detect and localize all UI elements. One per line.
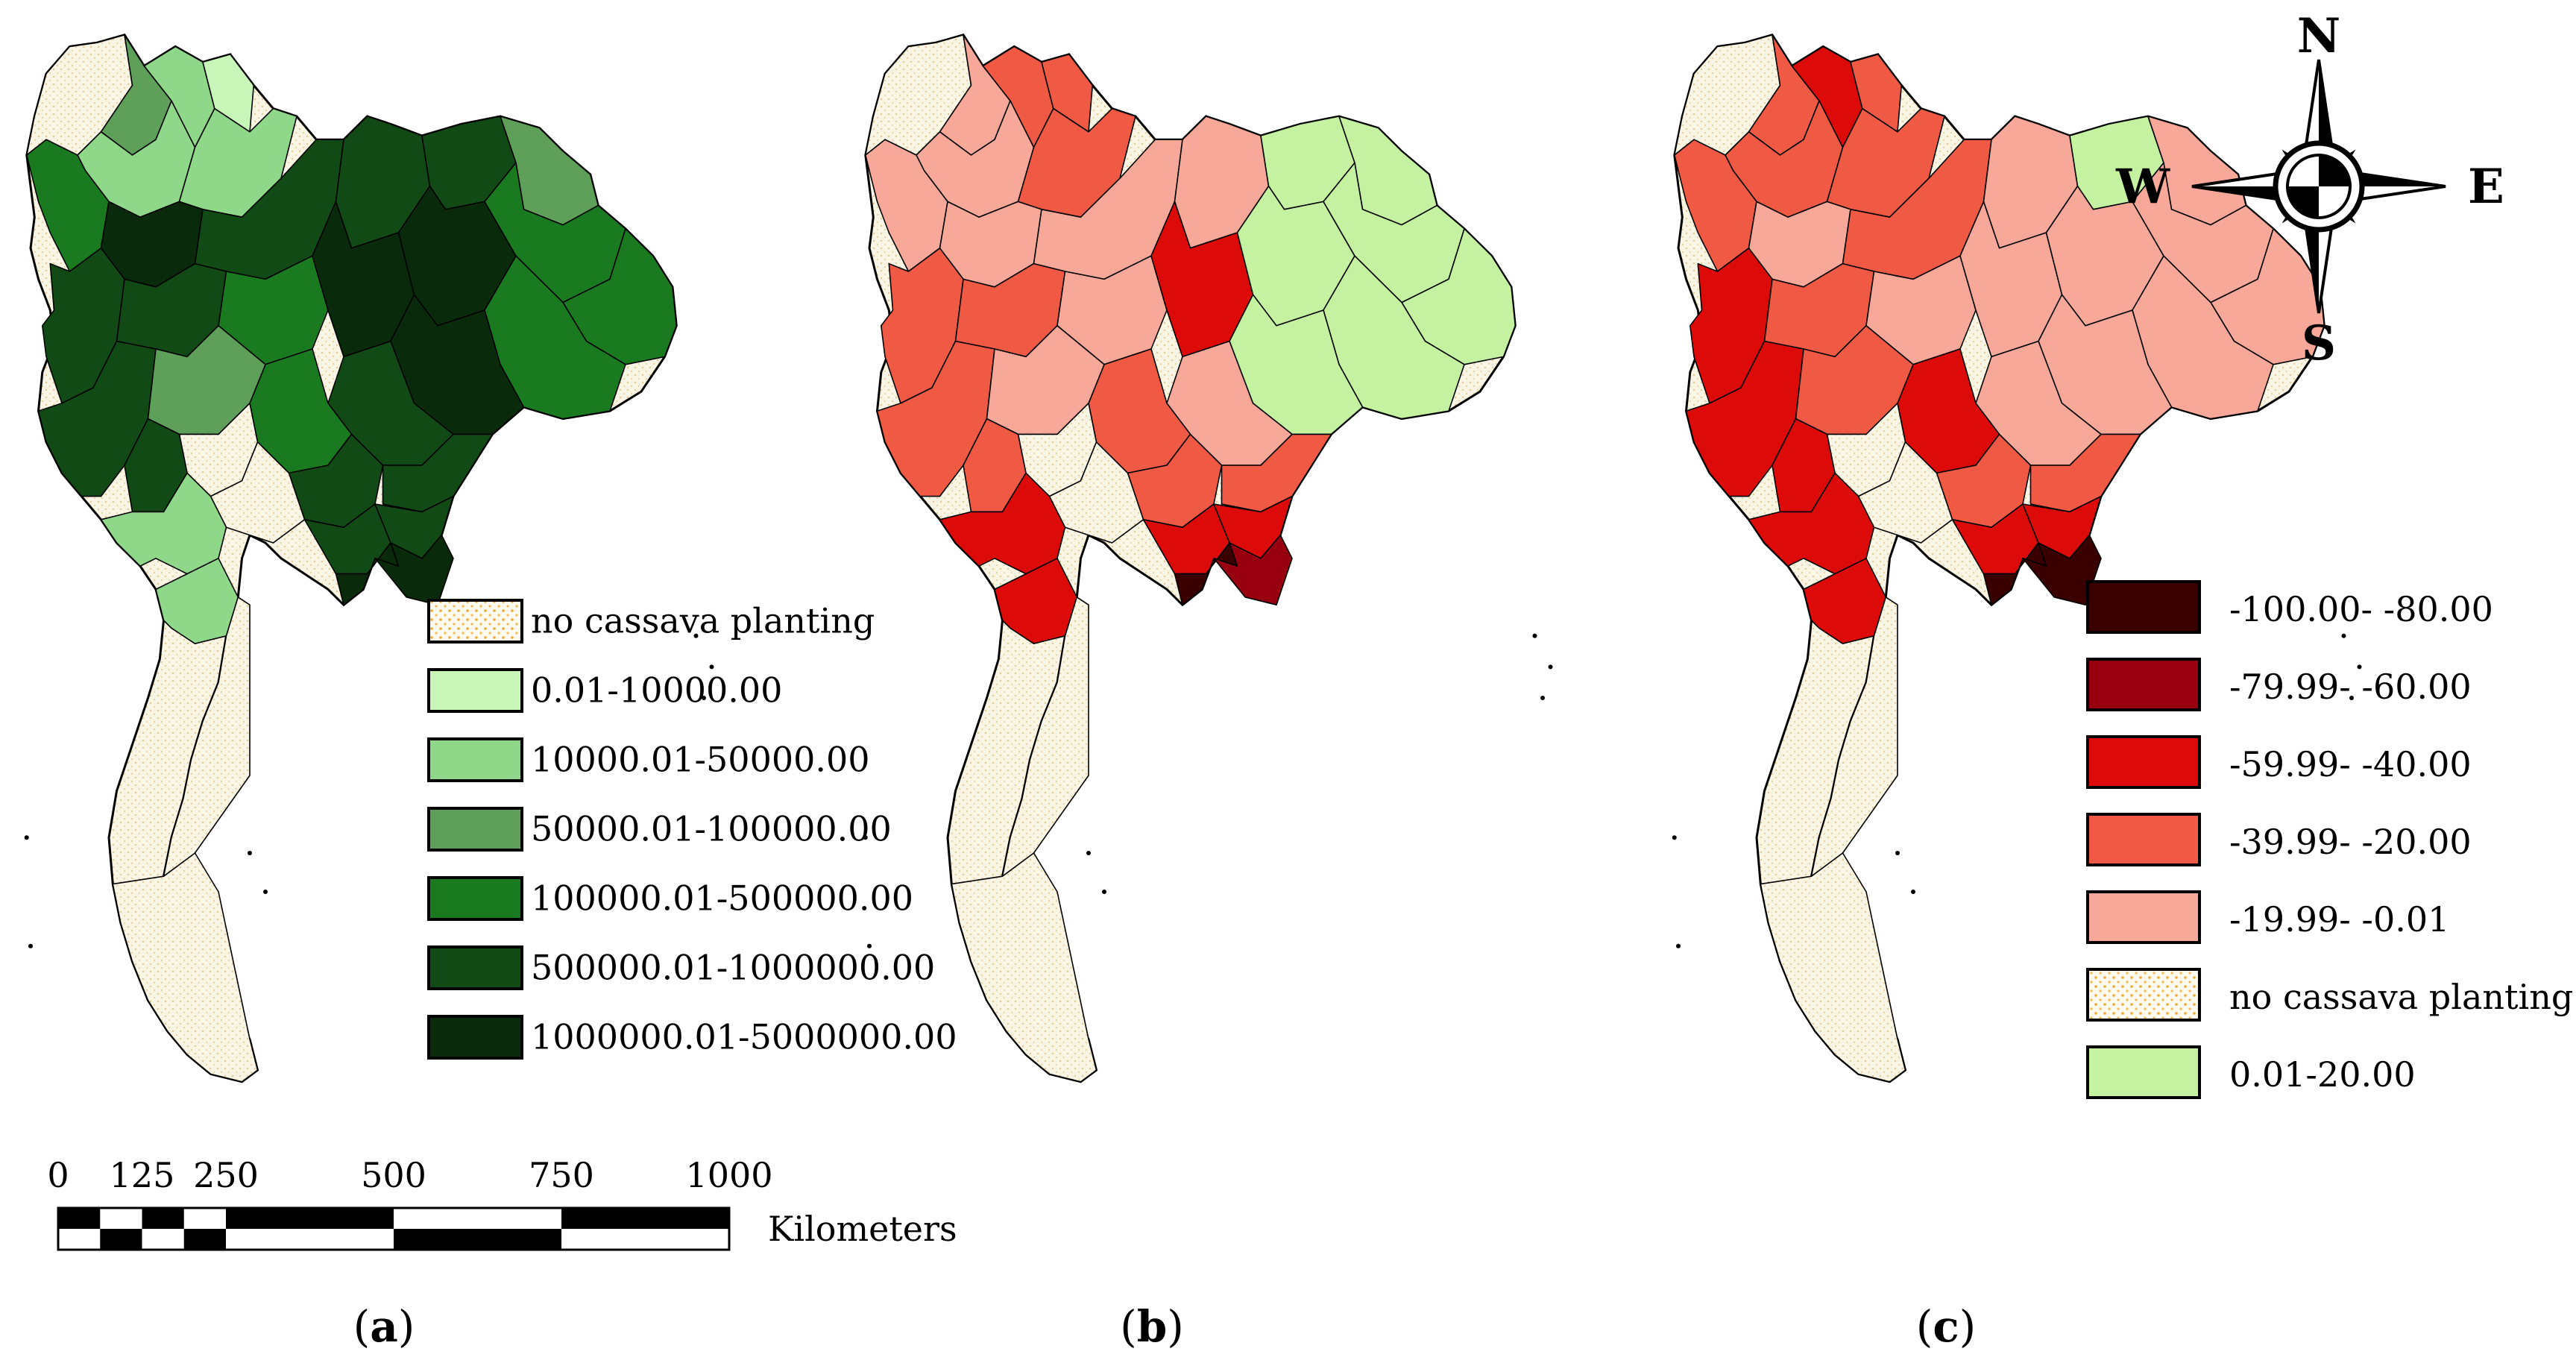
scale-bar-segment — [142, 1208, 184, 1229]
province-region — [1760, 852, 1906, 1083]
province-region — [1213, 534, 1293, 605]
island-mark — [1548, 664, 1553, 670]
legend-swatch — [2086, 1045, 2201, 1099]
island-mark — [702, 696, 706, 700]
island-mark — [693, 633, 699, 638]
island-mark — [1895, 851, 1900, 855]
legend-label: 500000.01-1000000.00 — [531, 948, 935, 988]
map-panel-c — [1672, 34, 2362, 1083]
province-region — [2022, 534, 2102, 605]
scale-tick-label: 750 — [529, 1155, 594, 1195]
island-mark — [263, 890, 268, 894]
scale-bar-segment — [394, 1229, 561, 1250]
island-mark — [709, 664, 714, 670]
scale-tick-label: 1000 — [685, 1155, 772, 1195]
caption-panel-b: (b) — [1120, 1301, 1184, 1352]
province-region — [1685, 340, 1804, 497]
legend-label: 0.01-20.00 — [2229, 1054, 2416, 1095]
scale-tick-label: 250 — [193, 1155, 259, 1195]
legend-label: 50000.01-100000.00 — [531, 809, 892, 849]
caption-panel-a: (a) — [353, 1301, 415, 1352]
province-region — [2029, 433, 2141, 513]
island-mark — [867, 943, 872, 948]
island-mark — [1672, 835, 1677, 840]
island-mark — [28, 943, 33, 948]
legend-label: no cassava planting — [2229, 977, 2573, 1017]
island-mark — [1540, 696, 1545, 700]
island-mark — [1102, 890, 1106, 894]
legend-panel-c: -100.00- -80.00 -79.99- -60.00 -59.99- -40… — [2086, 580, 2573, 1099]
legend-swatch — [2086, 968, 2201, 1022]
province-region — [37, 340, 157, 497]
island-mark — [863, 835, 868, 840]
province-region — [112, 852, 259, 1083]
island-mark — [24, 835, 29, 840]
legend-swatch — [427, 945, 523, 990]
compass-north-label: N — [2297, 8, 2341, 64]
scale-bar-segment — [58, 1208, 101, 1229]
province-region — [382, 433, 494, 513]
scale-bar-segment — [561, 1208, 729, 1229]
province-region — [202, 54, 255, 133]
island-mark — [1676, 943, 1681, 948]
legend-label: 10000.01-50000.00 — [531, 740, 870, 780]
compass-south-label: S — [2302, 315, 2336, 371]
legend-label: -19.99- -0.01 — [2229, 899, 2449, 940]
scale-unit-label: Kilometers — [768, 1209, 957, 1249]
legend-swatch — [2086, 658, 2201, 711]
scale-bar-segment — [226, 1208, 394, 1229]
legend-panel-a: no cassava planting 0.01-10000.00 10000.01… — [427, 599, 957, 1060]
island-mark — [1911, 890, 1915, 894]
compass-rose: N S E W — [2115, 8, 2504, 371]
legend-label: -59.99- -40.00 — [2229, 744, 2472, 784]
legend-swatch — [427, 876, 523, 921]
scale-tick-label: 125 — [110, 1155, 175, 1195]
island-mark — [1086, 851, 1091, 855]
map-panel-a — [24, 34, 714, 1083]
island-mark — [2357, 664, 2362, 670]
island-mark — [248, 851, 252, 855]
legend-swatch — [427, 1015, 523, 1060]
legend-swatch — [2086, 735, 2201, 789]
scale-tick-label: 0 — [47, 1155, 69, 1195]
legend-swatch — [2086, 813, 2201, 866]
legend-swatch — [427, 807, 523, 852]
caption-panel-c: (c) — [1915, 1301, 1977, 1352]
island-mark — [2349, 696, 2354, 700]
province-region — [1221, 433, 1332, 513]
scale-tick-label: 500 — [361, 1155, 426, 1195]
legend-swatch — [2086, 890, 2201, 944]
legend-label: -100.00- -80.00 — [2229, 589, 2493, 629]
compass-west-label: W — [2115, 159, 2170, 215]
scale-bar: 0 125 250 500 750 1000 Kilometers — [47, 1155, 957, 1251]
compass-east-label: E — [2468, 159, 2504, 215]
province-region — [876, 340, 995, 497]
legend-label: 1000000.01-5000000.00 — [531, 1017, 957, 1057]
province-region — [1850, 54, 1903, 133]
legend-label: 0.01-10000.00 — [531, 670, 782, 711]
province-region — [951, 852, 1098, 1083]
island-mark — [2341, 633, 2346, 638]
province-region — [1041, 54, 1094, 133]
scale-bar-segment — [100, 1229, 142, 1250]
island-mark — [1532, 633, 1537, 638]
legend-label: -79.99- -60.00 — [2229, 667, 2472, 707]
map-panel-b — [863, 34, 1553, 1083]
legend-swatch — [427, 668, 523, 713]
legend-label: -39.99- -20.00 — [2229, 822, 2472, 862]
legend-swatch — [427, 599, 523, 643]
scale-bar-segment — [183, 1229, 226, 1250]
legend-label: no cassava planting — [531, 601, 875, 641]
legend-swatch — [2086, 580, 2201, 634]
legend-swatch — [427, 737, 523, 782]
legend-label: 100000.01-500000.00 — [531, 878, 913, 919]
